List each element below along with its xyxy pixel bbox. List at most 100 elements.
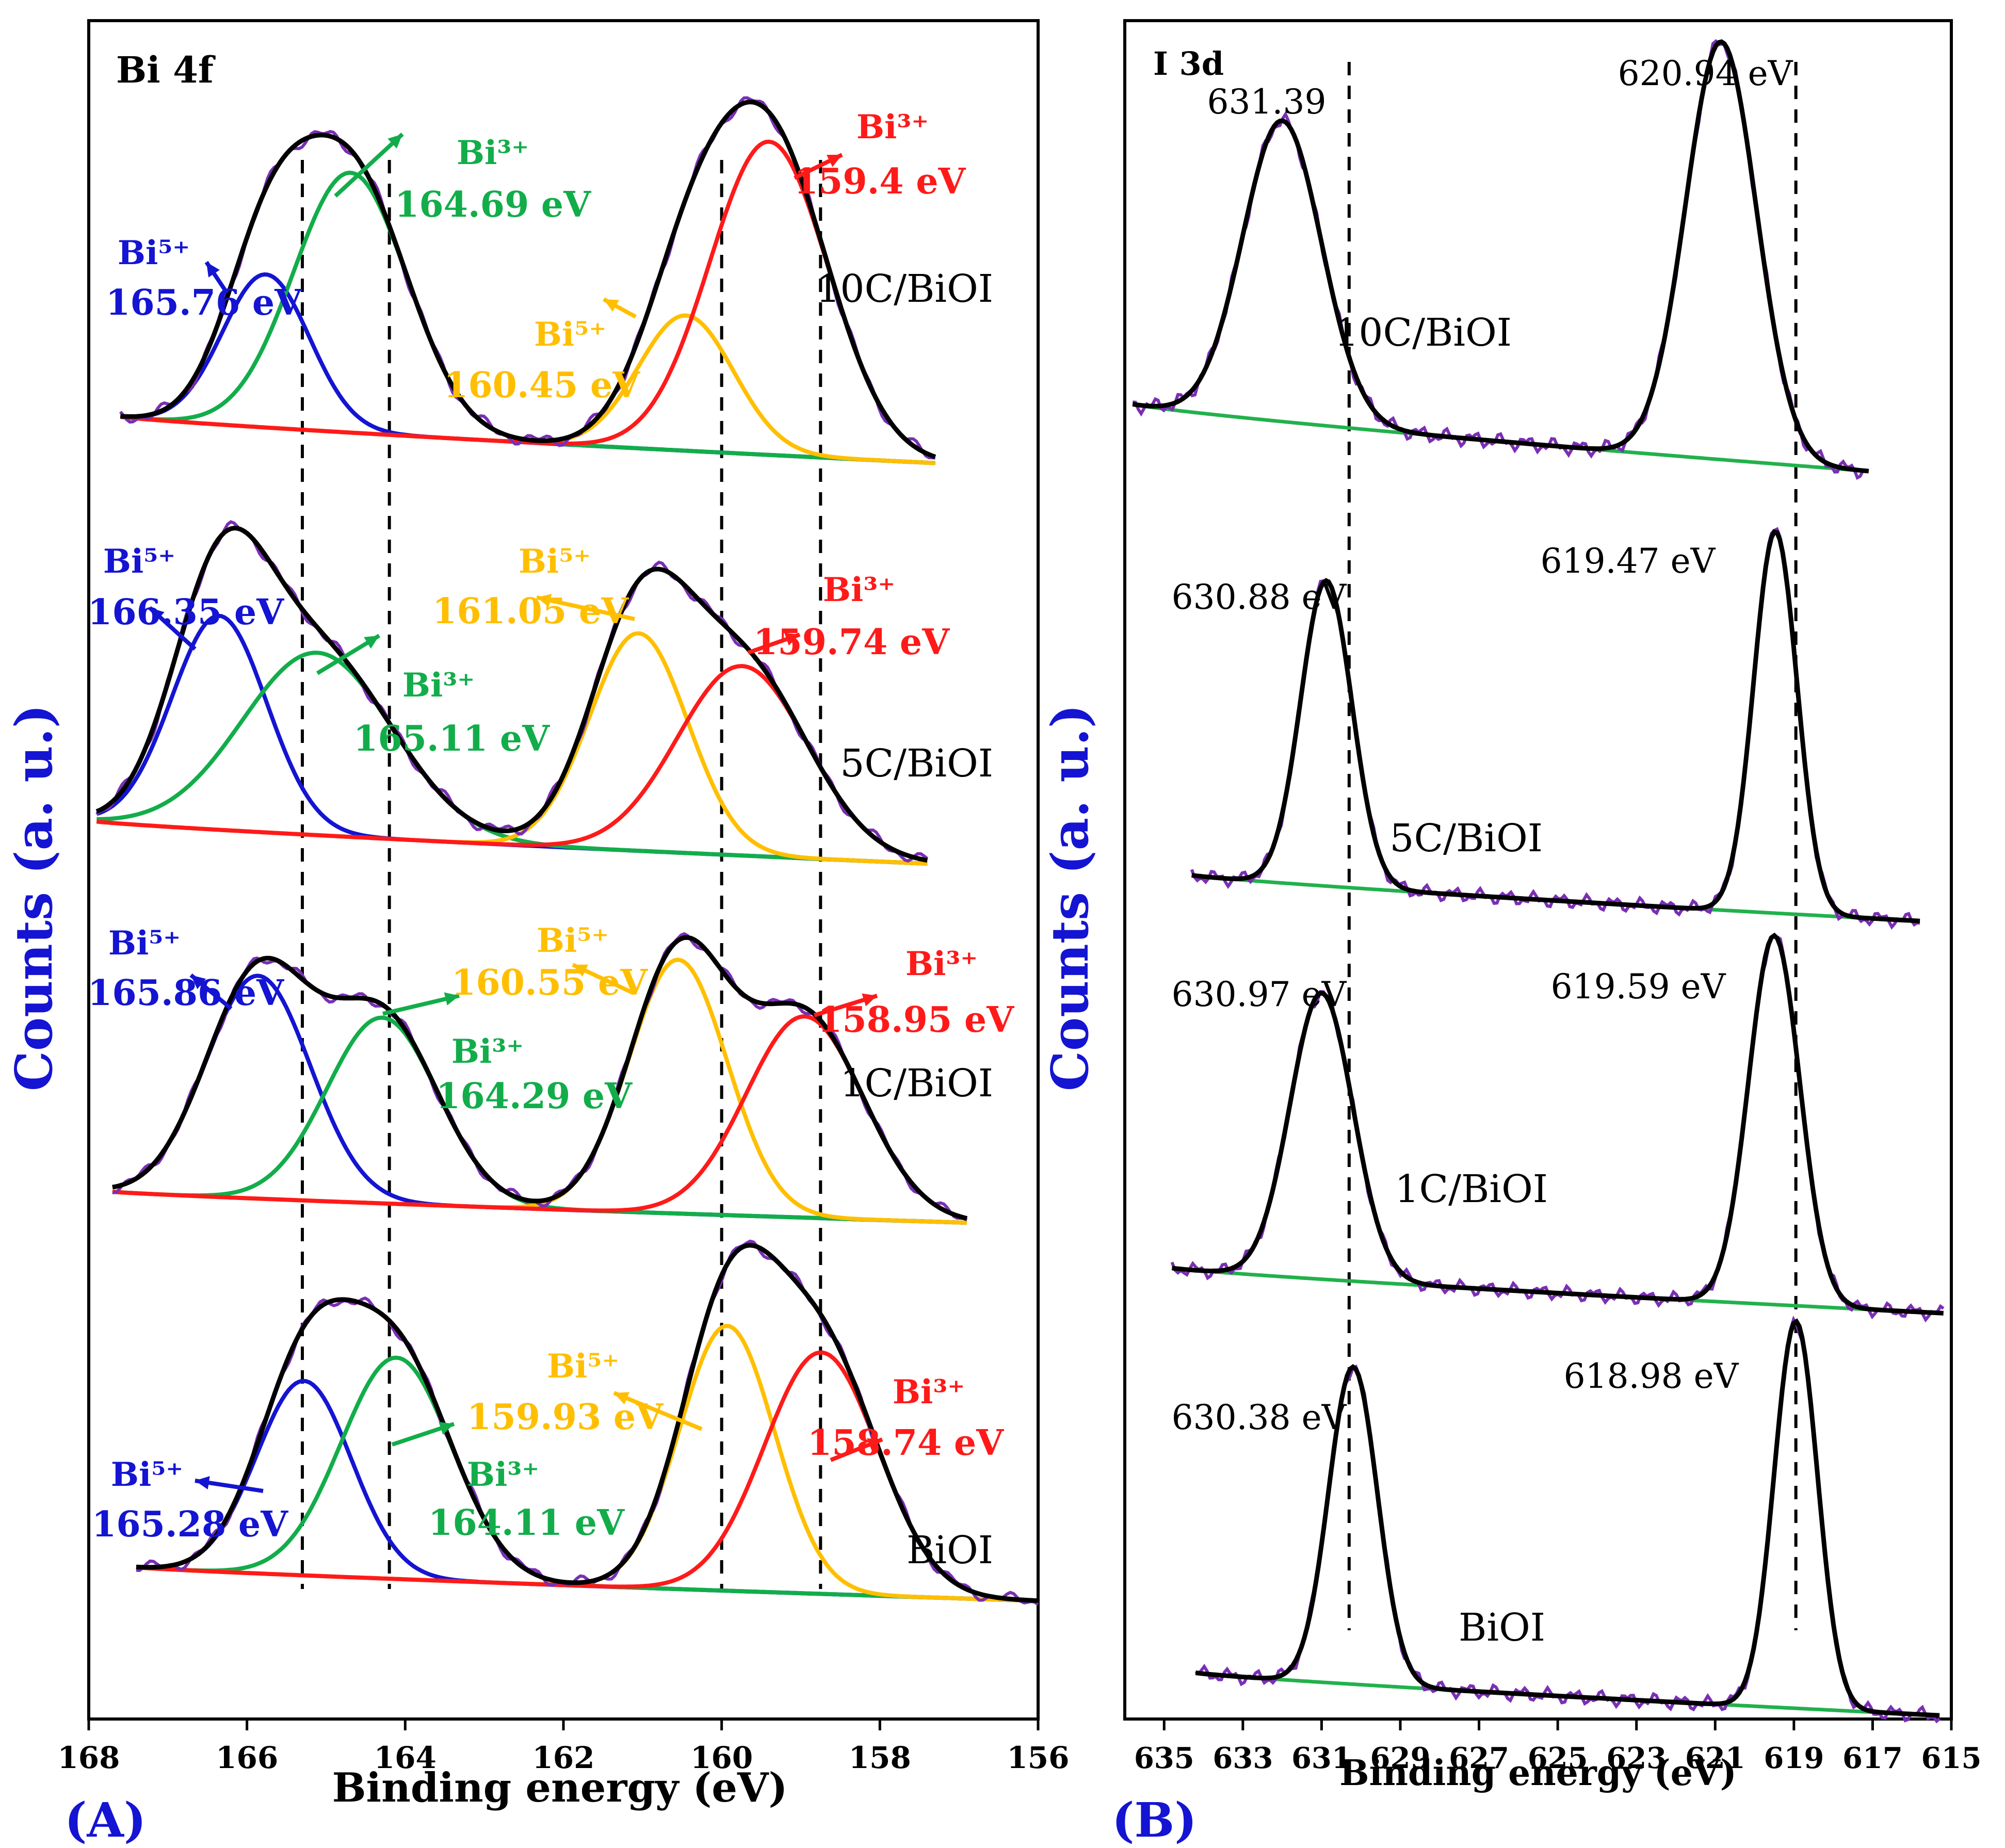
x-tick-label: 166 — [216, 1740, 278, 1775]
panel-b-x-axis: 635 633 631 629 627 625 623 621 619 617 615 — [1134, 1719, 1982, 1775]
panel-b-i3d: I 3d Counts (a. u.) Binding energy (eV) … — [1041, 19, 1982, 1848]
spectrum-10c-bioi: 10C/BiOI 631.39 620.94 eV — [1132, 39, 1869, 480]
sample-label: BiOI — [1459, 1606, 1545, 1650]
panel-a-xlabel: Binding energy (eV) — [332, 1764, 788, 1811]
panel-a-x-axis: 168 166 164 162 160 158 156 — [57, 1719, 1070, 1775]
peak-energy-label: 159.4 eV — [794, 161, 966, 202]
arrowhead — [784, 633, 800, 646]
sample-label: 5C/BiOI — [1389, 816, 1543, 861]
component-peak-red — [120, 139, 936, 459]
annotation-arrow — [536, 595, 635, 621]
peak-energy-label: 619.59 eV — [1551, 967, 1726, 1007]
arrowhead — [364, 636, 379, 649]
arrowhead — [604, 299, 619, 312]
x-tick-label: 635 — [1134, 1741, 1194, 1775]
species-label: Bi³⁺ — [457, 134, 529, 172]
fit-envelope-line — [1191, 529, 1920, 923]
species-label: Bi⁵⁺ — [537, 921, 609, 960]
arrowhead — [387, 134, 402, 149]
sample-label: 1C/BiOI — [840, 1061, 993, 1106]
fit-envelope-line — [1195, 1318, 1940, 1718]
peak-energy-label: 160.45 eV — [444, 365, 640, 406]
arrowhead — [614, 1392, 629, 1405]
spectrum-bioi: BiOI Bi⁵⁺ 165.28 eV Bi³⁺ 164.11 eV Bi⁵⁺ 159.93… — [92, 1239, 1039, 1606]
arrowhead — [195, 1476, 210, 1489]
arrowhead — [191, 975, 206, 990]
panel-a-reference-lines — [301, 160, 822, 1589]
peak-energy-label: 159.74 eV — [753, 622, 950, 663]
arrowhead — [439, 1422, 454, 1435]
x-tick-label: 623 — [1606, 1741, 1667, 1775]
background-line — [1172, 1266, 1944, 1315]
species-label: Bi³⁺ — [856, 108, 929, 147]
spectrum-bioi: BiOI 630.38 eV 618.98 eV — [1172, 1316, 1941, 1724]
peak-energy-label: 164.29 eV — [436, 1076, 633, 1117]
x-tick-label: 633 — [1212, 1741, 1273, 1775]
arrowhead — [537, 594, 552, 607]
species-label: Bi⁵⁺ — [534, 315, 606, 354]
species-label: Bi⁵⁺ — [118, 234, 190, 272]
x-tick-label: 158 — [849, 1740, 911, 1775]
fit-envelope-line — [136, 1243, 1039, 1603]
x-tick-label: 615 — [1921, 1741, 1982, 1775]
peak-energy-label: 630.88 eV — [1172, 577, 1347, 617]
arrowhead — [827, 155, 842, 167]
panel-a-label: (A) — [64, 1792, 146, 1848]
peak-energy-label: 164.69 eV — [395, 184, 591, 225]
peak-energy-label: 620.94 eV — [1618, 54, 1793, 93]
arrowhead — [150, 608, 165, 622]
x-tick-label: 631 — [1291, 1741, 1352, 1775]
peak-energy-label: 166.35 eV — [88, 592, 284, 633]
x-tick-label: 629 — [1370, 1741, 1431, 1775]
species-label: Bi³⁺ — [906, 945, 978, 983]
arrowhead — [573, 964, 588, 977]
arrowhead — [862, 993, 877, 1007]
panel-a-title: Bi 4f — [116, 48, 216, 91]
peak-energy-label: 165.86 eV — [88, 972, 284, 1014]
x-tick-label: 627 — [1449, 1741, 1509, 1775]
panel-b-label: (B) — [1112, 1792, 1197, 1848]
x-tick-label: 621 — [1685, 1741, 1745, 1775]
fit-envelope-line — [1171, 932, 1944, 1316]
peak-energy-label: 618.98 eV — [1564, 1356, 1739, 1396]
sample-label: 10C/BiOI — [816, 267, 993, 311]
peak-energy-label: 631.39 — [1207, 82, 1327, 122]
species-label: Bi³⁺ — [893, 1373, 965, 1412]
peak-energy-label: 159.93 eV — [467, 1397, 664, 1438]
panel-b-ylabel: Counts (a. u.) — [1041, 704, 1100, 1091]
peak-energy-label: 165.11 eV — [353, 718, 550, 759]
peak-energy-label: 158.95 eV — [818, 999, 1014, 1041]
annotation-arrow — [334, 133, 404, 198]
x-tick-label: 617 — [1842, 1741, 1903, 1775]
species-label: Bi⁵⁺ — [111, 1455, 183, 1494]
spectrum-1c-bioi: 1C/BiOI 630.97 eV 619.59 eV — [1170, 932, 1945, 1323]
panel-b-spectra: 10C/BiOI 631.39 620.94 eV 5C/BiOI 630.88 eV 6… — [1132, 39, 1945, 1724]
x-tick-label: 619 — [1764, 1741, 1824, 1775]
species-label: Bi⁵⁺ — [547, 1347, 619, 1386]
panel-b-title: I 3d — [1153, 45, 1224, 83]
species-label: Bi⁵⁺ — [103, 542, 175, 581]
species-label: Bi⁵⁺ — [108, 924, 181, 963]
peak-energy-label: 165.28 eV — [92, 1504, 288, 1545]
x-tick-label: 160 — [690, 1740, 753, 1775]
fit-envelope-line — [95, 526, 928, 863]
peak-energy-label: 630.97 eV — [1172, 975, 1347, 1014]
fit-envelope-line — [112, 935, 968, 1221]
panel-b-frame — [1123, 19, 1953, 1721]
sample-label: 5C/BiOI — [840, 741, 993, 786]
panel-a-ylabel: Counts (a. u.) — [5, 704, 64, 1091]
raw-spectrum-line — [95, 520, 929, 863]
peak-energy-label: 160.55 eV — [451, 962, 648, 1003]
sample-label: BiOI — [907, 1528, 993, 1573]
arrowhead — [206, 262, 220, 278]
species-label: Bi³⁺ — [402, 666, 475, 705]
peak-energy-label: 164.11 eV — [428, 1502, 625, 1544]
peak-energy-label: 619.47 eV — [1541, 541, 1716, 581]
panel-b-xlabel: Binding energy (eV) — [1339, 1753, 1737, 1794]
species-label: Bi³⁺ — [823, 571, 895, 609]
x-tick-label: 156 — [1007, 1740, 1069, 1775]
